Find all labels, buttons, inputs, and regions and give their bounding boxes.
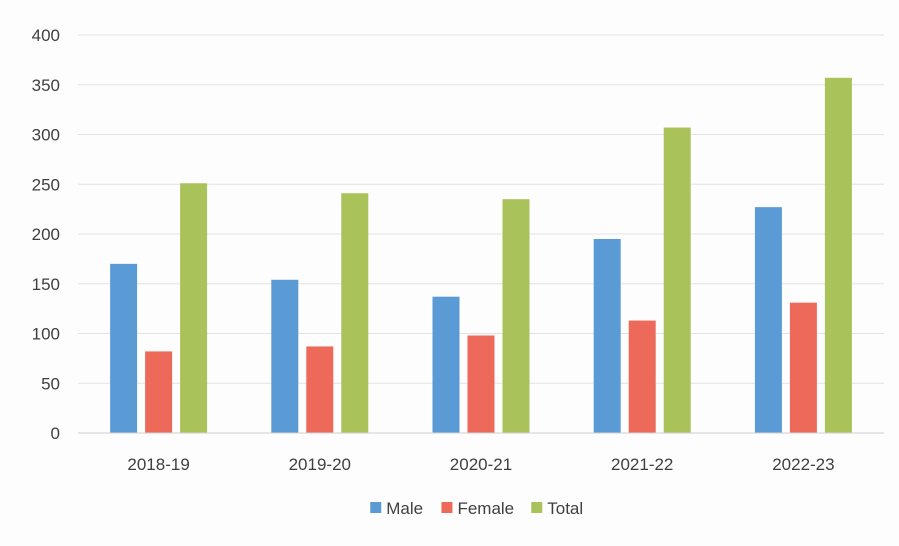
y-tick-label: 0 [51, 424, 60, 443]
bar-total-2020-21 [502, 199, 530, 433]
y-tick-label: 200 [32, 225, 60, 244]
legend-label-total: Total [547, 499, 583, 518]
bar-total-2018-19 [180, 183, 208, 433]
bar-male-2018-19 [110, 263, 138, 433]
x-axis: 2018-19 2019-20 2020-21 2021-22 2022-23 [78, 432, 884, 474]
x-tick-label: 2022-23 [772, 455, 834, 474]
bar-total-2021-22 [663, 127, 691, 433]
bar-male-2020-21 [432, 296, 460, 433]
x-tick-label: 2019-20 [289, 455, 351, 474]
bar-female-2020-21 [467, 335, 495, 433]
bar-total-2019-20 [341, 193, 369, 433]
bars [110, 77, 852, 433]
legend-swatch-total [531, 502, 543, 513]
x-tick-label: 2021-22 [611, 455, 673, 474]
y-tick-label: 50 [41, 374, 60, 393]
legend-swatch-female [441, 502, 453, 513]
x-tick-label: 2020-21 [450, 455, 512, 474]
bar-female-2021-22 [628, 320, 656, 433]
bar-female-2018-19 [145, 351, 173, 433]
legend: Male Female Total [370, 499, 583, 518]
x-tick-label: 2018-19 [127, 455, 189, 474]
y-tick-label: 100 [32, 325, 60, 344]
bar-male-2022-23 [754, 207, 782, 433]
bar-male-2019-20 [271, 279, 299, 433]
y-tick-label: 250 [32, 175, 60, 194]
legend-label-male: Male [386, 499, 423, 518]
bar-female-2022-23 [789, 302, 817, 433]
y-tick-label: 400 [32, 26, 60, 45]
legend-label-female: Female [457, 499, 514, 518]
y-tick-label: 150 [32, 275, 60, 294]
y-tick-label: 350 [32, 76, 60, 95]
y-tick-label: 300 [32, 126, 60, 145]
legend-swatch-male [370, 502, 382, 513]
bar-female-2019-20 [306, 346, 334, 433]
y-axis: 0 50 100 150 200 250 300 350 400 [32, 26, 60, 443]
bar-male-2021-22 [593, 238, 621, 433]
bar-total-2022-23 [824, 77, 852, 433]
gridlines [78, 34, 884, 384]
